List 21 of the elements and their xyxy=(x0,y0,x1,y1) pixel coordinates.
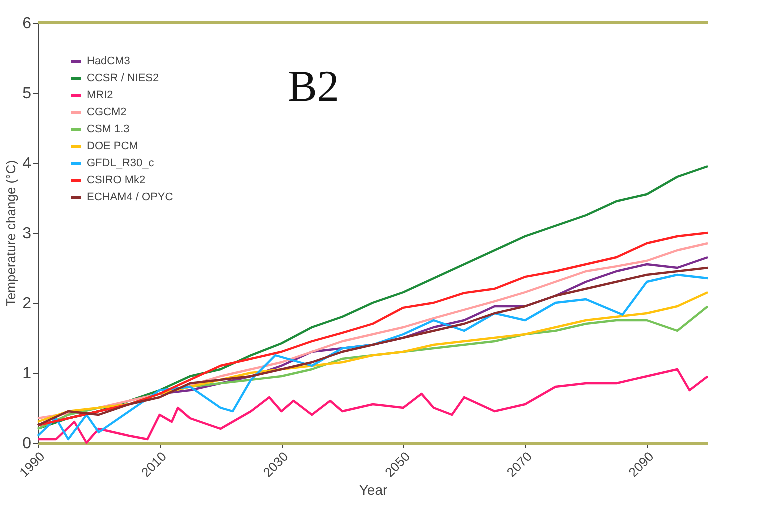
y-tick-label: 5 xyxy=(22,86,32,102)
y-tick-label: 4 xyxy=(22,156,32,172)
legend-label: MRI2 xyxy=(87,90,114,102)
line-series xyxy=(36,291,710,424)
legend-label: ECHAM4 / OPYC xyxy=(87,192,174,204)
y-axis-title: Temperature change (°C) xyxy=(4,160,19,307)
y-tick-label: 1 xyxy=(22,366,32,382)
y-tick-label: 6 xyxy=(22,16,32,32)
y-tick-label: 2 xyxy=(22,296,32,312)
y-tick-label: 3 xyxy=(22,226,32,242)
annotation: B2 xyxy=(288,62,340,111)
legend-label: CCSR / NIES2 xyxy=(87,72,160,84)
legend-label: DOE PCM xyxy=(87,140,138,152)
legend-label: GFDL_R30_c xyxy=(87,158,155,170)
line-series xyxy=(36,368,710,444)
legend-label: CSIRO Mk2 xyxy=(87,174,146,186)
x-axis-title: Year xyxy=(359,482,388,498)
legend-label: CSM 1.3 xyxy=(87,124,130,136)
y-tick-label: 0 xyxy=(22,436,32,452)
legend-label: CGCM2 xyxy=(87,106,127,118)
legend-label: HadCM3 xyxy=(87,56,130,68)
